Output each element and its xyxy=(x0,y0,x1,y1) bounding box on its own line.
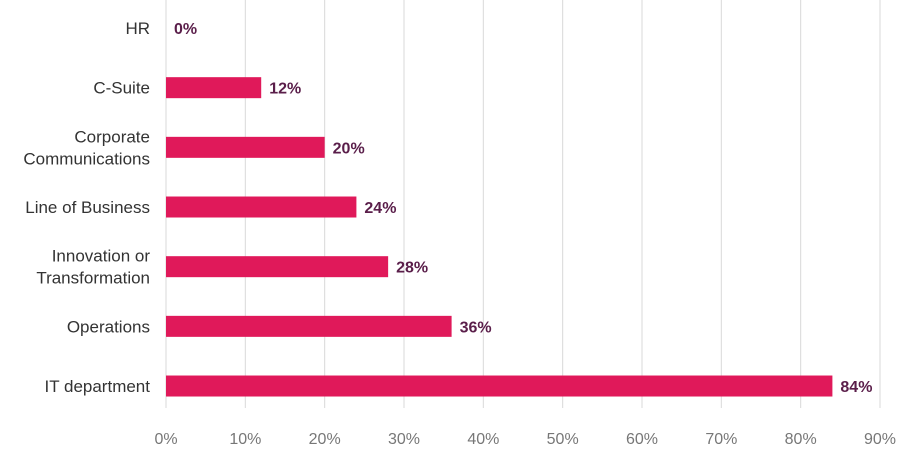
data-label: 12% xyxy=(269,81,301,98)
category-label: Communications xyxy=(23,149,150,168)
x-tick-label: 10% xyxy=(229,431,261,448)
x-axis-ticks: 0% 10% 20% 30% 40% 50% 60% 70% 80% 90% xyxy=(154,431,896,448)
data-label: 24% xyxy=(364,200,396,217)
value-labels: 0% 12% 20% 24% 28% 36% 84% xyxy=(174,21,872,396)
x-tick-label: 40% xyxy=(467,431,499,448)
bar xyxy=(166,77,262,99)
bars-group xyxy=(166,77,833,397)
category-label: C-Suite xyxy=(93,79,150,98)
category-label: Innovation or xyxy=(52,247,151,266)
category-label: IT department xyxy=(44,377,150,396)
bar xyxy=(166,375,833,397)
data-label: 0% xyxy=(174,21,197,38)
x-tick-label: 0% xyxy=(154,431,177,448)
grid-lines xyxy=(165,0,881,408)
x-tick-label: 90% xyxy=(864,431,896,448)
x-tick-label: 70% xyxy=(705,431,737,448)
data-label: 28% xyxy=(396,260,428,277)
data-label: 84% xyxy=(840,379,872,396)
category-label: Line of Business xyxy=(25,198,150,217)
category-labels: HR C-Suite Corporate Communications Line of … xyxy=(23,19,150,396)
category-label: Transformation xyxy=(36,269,150,288)
bar xyxy=(166,315,452,337)
data-label: 20% xyxy=(333,140,365,157)
data-label: 36% xyxy=(460,319,492,336)
category-label: Corporate xyxy=(74,127,150,146)
x-tick-label: 20% xyxy=(309,431,341,448)
x-tick-label: 30% xyxy=(388,431,420,448)
category-label: HR xyxy=(125,19,150,38)
x-tick-label: 80% xyxy=(785,431,817,448)
bar xyxy=(166,136,325,158)
category-label: Operations xyxy=(67,317,150,336)
x-tick-label: 50% xyxy=(547,431,579,448)
bar xyxy=(166,196,357,218)
bar xyxy=(166,256,389,278)
x-tick-label: 60% xyxy=(626,431,658,448)
